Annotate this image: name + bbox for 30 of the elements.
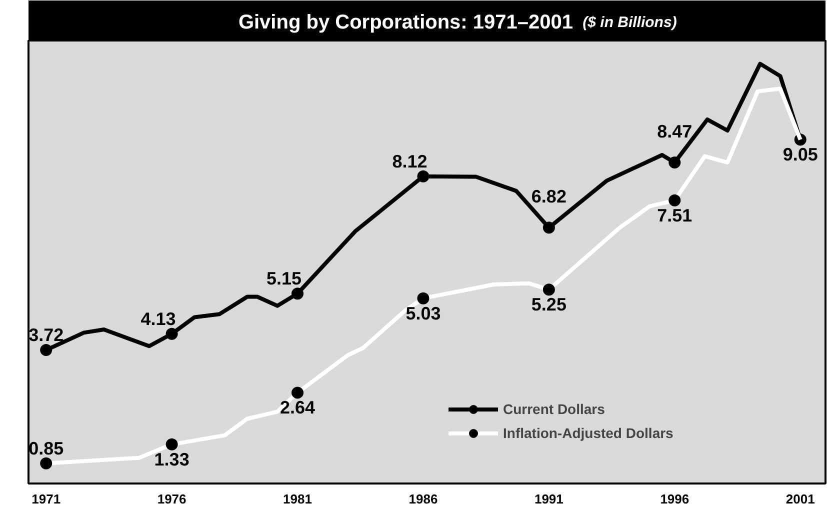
data-label: 8.47 xyxy=(657,122,692,142)
chart-subtitle: ($ in Billions) xyxy=(582,14,677,31)
chart-title: Giving by Corporations: 1971–2001 xyxy=(238,12,574,34)
data-label: 9.05 xyxy=(782,144,818,165)
point xyxy=(292,288,304,300)
x-tick-label: 1981 xyxy=(283,492,312,506)
data-label: 6.82 xyxy=(531,186,566,207)
x-tick-label: 1991 xyxy=(534,492,564,506)
data-label: 1.33 xyxy=(154,449,190,470)
data-label: 0.85 xyxy=(28,438,64,458)
x-tick-label: 1996 xyxy=(660,492,690,506)
point xyxy=(166,328,178,340)
data-label: 5.15 xyxy=(266,268,302,289)
legend-label: Current Dollars xyxy=(503,401,605,417)
data-label: 5.25 xyxy=(531,294,566,315)
data-label: 7.51 xyxy=(657,205,692,226)
data-label: 5.03 xyxy=(406,303,441,324)
x-tick-label: 2001 xyxy=(786,492,815,506)
data-label: 2.64 xyxy=(280,398,316,418)
data-label: 4.13 xyxy=(140,308,176,329)
legend-label: Inflation-Adjusted Dollars xyxy=(503,425,674,441)
point xyxy=(417,170,430,182)
data-label: 3.72 xyxy=(28,325,64,346)
x-tick-label: 1971 xyxy=(32,492,61,506)
point xyxy=(40,344,52,356)
data-label: 8.12 xyxy=(392,151,428,172)
x-tick-label: 1976 xyxy=(157,492,186,506)
point xyxy=(542,222,555,234)
point xyxy=(668,156,681,168)
x-tick-label: 1986 xyxy=(408,492,438,506)
